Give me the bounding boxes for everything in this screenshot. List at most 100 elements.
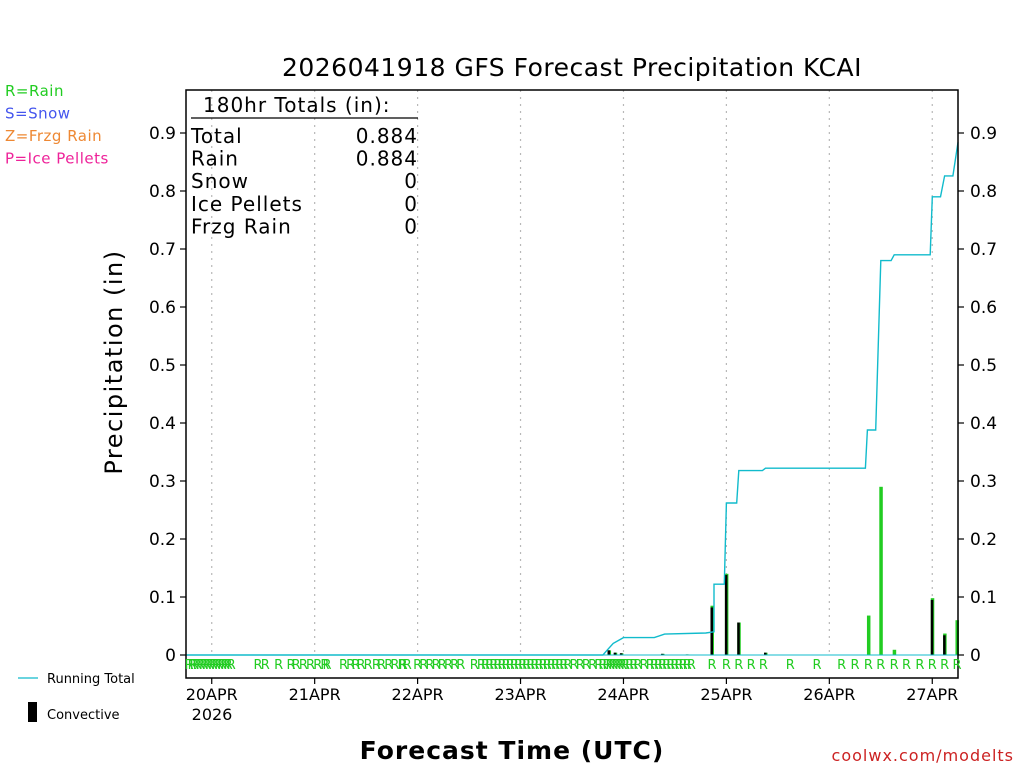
type-marker-67: R <box>563 658 572 673</box>
plot-frame <box>185 89 959 679</box>
type-marker-59: R <box>530 658 539 673</box>
type-marker-29: R <box>364 658 373 673</box>
x-tick-label-5: 25APR <box>700 685 752 704</box>
year-label: 2026 <box>192 705 233 724</box>
type-marker-99: R <box>747 658 756 673</box>
type-marker-44: R <box>456 658 465 673</box>
type-marker-54: R <box>510 658 519 673</box>
totals-row-value-4: 0 <box>404 214 418 238</box>
type-marker-79: R <box>618 658 627 673</box>
type-marker-69: R <box>576 658 585 673</box>
type-marker-89: R <box>662 658 671 673</box>
type-marker-24: R <box>322 658 331 673</box>
type-marker-90: R <box>666 658 675 673</box>
type-marker-49: R <box>489 658 498 673</box>
type-marker-102: R <box>812 658 821 673</box>
x-tick-label-2: 22APR <box>392 685 444 704</box>
type-marker-5: R <box>199 658 208 673</box>
type-marker-53: R <box>506 658 515 673</box>
type-marker-32: R <box>384 658 393 673</box>
totals-row-label-1: Rain <box>191 147 239 171</box>
type-marker-17: R <box>274 658 283 673</box>
totals-row-label-3: Ice Pellets <box>191 192 303 216</box>
y-tick-left-label-7: 0.7 <box>149 240 176 260</box>
type-marker-12: R <box>221 658 230 673</box>
type-marker-39: R <box>425 658 434 673</box>
convective-bar-2 <box>619 653 623 655</box>
type-marker-112: R <box>952 658 961 673</box>
convective-bar-5 <box>710 607 713 655</box>
type-marker-82: R <box>629 658 638 673</box>
type-marker-84: R <box>640 658 649 673</box>
y-tick-right-label-1: 0.1 <box>970 588 997 608</box>
type-marker-20: R <box>299 658 308 673</box>
type-marker-33: R <box>390 658 399 673</box>
x-tick-label-7: 27APR <box>906 685 958 704</box>
type-marker-81: R <box>625 658 634 673</box>
x-tick-label-3: 23APR <box>494 685 546 704</box>
type-marker-96: R <box>707 658 716 673</box>
rain-bar-10 <box>879 486 883 655</box>
type-marker-47: R <box>481 658 490 673</box>
type-marker-86: R <box>650 658 659 673</box>
type-marker-51: R <box>497 658 506 673</box>
totals-row-label-2: Snow <box>191 169 249 193</box>
type-marker-66: R <box>559 658 568 673</box>
convective-bar-6 <box>724 574 728 655</box>
y-tick-right-label-6: 0.6 <box>970 298 997 318</box>
type-marker-43: R <box>450 658 459 673</box>
type-marker-110: R <box>928 658 937 673</box>
type-marker-80: R <box>621 658 630 673</box>
type-marker-27: R <box>351 658 360 673</box>
convective-legend-swatch <box>28 702 37 722</box>
convective-bar-8 <box>764 652 767 655</box>
y-tick-left-label-9: 0.9 <box>149 124 176 144</box>
type-marker-14: R <box>227 658 236 673</box>
y-tick-right-label-5: 0.5 <box>970 356 997 376</box>
type-marker-105: R <box>864 658 873 673</box>
type-marker-3: R <box>193 658 202 673</box>
y-tick-left-label-6: 0.6 <box>149 298 176 318</box>
rain-bar-9 <box>866 615 871 655</box>
type-marker-68: R <box>570 658 579 673</box>
legend-type-1: S=Snow <box>5 105 71 123</box>
type-marker-21: R <box>306 658 315 673</box>
type-marker-48: R <box>485 658 494 673</box>
type-marker-104: R <box>851 658 860 673</box>
type-marker-25: R <box>339 658 348 673</box>
type-marker-52: R <box>502 658 511 673</box>
x-tick-label-4: 24APR <box>597 685 649 704</box>
type-marker-64: R <box>551 658 560 673</box>
precip-type-legend: R=Rain S=Snow Z=Frzg Rain P=Ice Pellets <box>5 82 108 168</box>
y-tick-left-label-1: 0.1 <box>149 588 176 608</box>
y-tick-right-label-4: 0.4 <box>970 414 997 434</box>
totals-header: 180hr Totals (in): <box>203 93 391 117</box>
type-marker-40: R <box>432 658 441 673</box>
type-marker-63: R <box>547 658 556 673</box>
type-marker-56: R <box>518 658 527 673</box>
totals-row-value-0: 0.884 <box>356 124 418 148</box>
type-marker-57: R <box>522 658 531 673</box>
y-tick-right-label-8: 0.8 <box>970 182 997 202</box>
type-marker-11: R <box>218 658 227 673</box>
type-marker-58: R <box>526 658 535 673</box>
type-marker-95: R <box>687 658 696 673</box>
type-marker-16: R <box>261 658 270 673</box>
type-marker-22: R <box>313 658 322 673</box>
type-marker-87: R <box>654 658 663 673</box>
type-marker-109: R <box>915 658 924 673</box>
type-marker-111: R <box>940 658 949 673</box>
convective-bar-3 <box>661 653 664 655</box>
convective-bar-0 <box>607 650 611 655</box>
type-marker-98: R <box>734 658 743 673</box>
type-marker-75: R <box>606 658 615 673</box>
type-marker-65: R <box>555 658 564 673</box>
convective-bar-1 <box>613 652 617 655</box>
convective-bar-7 <box>737 622 740 655</box>
convective-legend-label: Convective <box>47 708 120 723</box>
type-marker-94: R <box>683 658 692 673</box>
type-marker-73: R <box>598 658 607 673</box>
type-marker-9: R <box>211 658 220 673</box>
y-tick-right-label-7: 0.7 <box>970 240 997 260</box>
